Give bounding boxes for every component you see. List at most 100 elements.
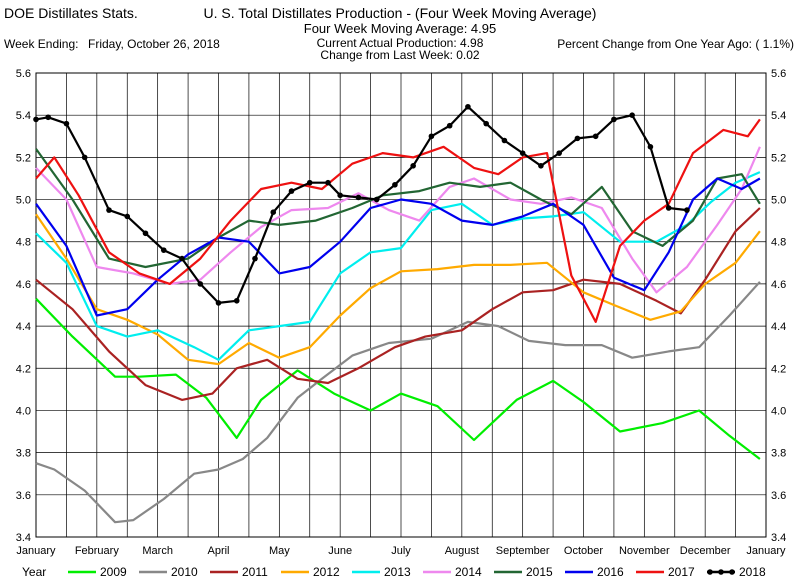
percent-change-readout: Percent Change from One Year Ago: ( 1.1%…: [557, 37, 794, 51]
y-tick-label-left: 4.6: [16, 279, 31, 291]
data-point-2018: [611, 116, 617, 123]
data-point-2018: [446, 122, 453, 129]
chart-title: U. S. Total Distillates Production - (Fo…: [203, 5, 597, 21]
data-point-2018: [45, 114, 51, 121]
data-point-2018: [325, 179, 331, 186]
x-tick-label: October: [564, 545, 603, 557]
series-line-2017: [35, 118, 761, 323]
data-point-2018: [63, 120, 70, 127]
y-tick-label-right: 5.2: [771, 152, 786, 164]
series-lines: [33, 103, 761, 524]
legend-item-2014: 2014: [455, 565, 482, 579]
legend-item-2009: 2009: [100, 565, 127, 579]
series-line-2011: [35, 207, 761, 401]
weekly-change-readout: Change from Last Week: 0.02: [320, 48, 480, 62]
data-point-2018: [270, 209, 277, 215]
y-tick-label-left: 4.0: [16, 405, 31, 417]
x-tick-label: December: [680, 545, 731, 557]
data-point-2018: [215, 300, 222, 306]
y-tick-label-left: 5.0: [16, 195, 31, 207]
data-point-2018: [556, 150, 562, 156]
data-point-2018: [81, 154, 88, 161]
y-tick-label-right: 3.6: [771, 490, 786, 502]
legend-item-2015: 2015: [526, 565, 553, 579]
week-ending-label: Week Ending:: [4, 37, 79, 51]
x-tick-label: April: [207, 545, 229, 557]
data-point-2018: [233, 297, 240, 304]
data-point-2018: [465, 103, 471, 110]
data-point-2018: [373, 196, 380, 203]
data-point-2018: [519, 150, 526, 156]
y-tick-label-right: 4.6: [771, 279, 786, 291]
y-tick-label-right: 4.2: [771, 363, 786, 375]
y-tick-label-right: 4.0: [771, 405, 786, 417]
data-point-2018: [355, 194, 362, 201]
y-tick-label-left: 5.6: [16, 68, 31, 80]
x-tick-label: May: [269, 545, 290, 557]
data-point-2018: [428, 133, 435, 140]
x-tick-label: September: [496, 545, 550, 557]
data-point-2018: [684, 207, 690, 213]
y-tick-label-left: 5.2: [16, 152, 31, 164]
x-tick-label: February: [75, 545, 120, 557]
y-tick-label-left: 5.4: [16, 110, 31, 122]
data-point-2018: [538, 163, 544, 169]
axis-labels: 3.4 3.4 3.6 3.6 3.8 3.8 4.0 4.0 4.2 4.2 4.4 4.4 4.6 4…: [16, 68, 787, 557]
legend-item-2013: 2013: [384, 565, 411, 579]
data-point-2018: [142, 230, 149, 237]
y-tick-label-right: 5.4: [771, 110, 786, 122]
series-line-2014: [35, 146, 761, 294]
data-point-2018: [574, 135, 581, 142]
y-tick-label-left: 3.4: [16, 532, 31, 544]
y-tick-label-right: 5.6: [771, 68, 786, 80]
y-tick-label-right: 5.0: [771, 195, 786, 207]
series-line-2009: [35, 297, 761, 460]
series-line-2013: [35, 171, 761, 361]
series-line-2016: [35, 177, 761, 317]
legend-marker: [707, 569, 713, 575]
grid: [35, 72, 767, 538]
legend: Year 2009 2010 2011 2012 2013 2014 2015 2016 2017…: [22, 565, 766, 579]
x-tick-label: August: [445, 545, 479, 557]
data-point-2018: [592, 133, 599, 140]
legend-item-2010: 2010: [171, 565, 198, 579]
y-tick-label-left: 4.2: [16, 363, 31, 375]
data-point-2018: [106, 207, 112, 213]
data-point-2018: [392, 181, 398, 188]
week-ending-value: Friday, October 26, 2018: [88, 37, 220, 51]
x-tick-label: January: [746, 545, 786, 557]
y-tick-label-left: 4.4: [16, 321, 31, 333]
legend-marker: [729, 569, 735, 575]
y-tick-label-right: 4.4: [771, 321, 786, 333]
data-point-2018: [665, 205, 672, 211]
data-point-2018: [197, 281, 204, 287]
data-point-2018: [501, 137, 508, 144]
y-tick-label-right: 3.8: [771, 448, 786, 460]
data-point-2018: [410, 163, 416, 169]
current-production-readout: Current Actual Production: 4.98: [316, 36, 484, 50]
data-point-2018: [483, 120, 489, 127]
data-point-2018: [337, 192, 343, 199]
moving-average-readout: Four Week Moving Average: 4.95: [303, 21, 497, 36]
x-tick-label: January: [16, 545, 56, 557]
legend-item-2018: 2018: [739, 565, 766, 579]
series-line-2010: [35, 281, 761, 524]
y-tick-label-right: 3.4: [771, 532, 786, 544]
data-point-2018: [124, 213, 131, 220]
legend-item-2017: 2017: [668, 565, 695, 579]
data-point-2018: [179, 255, 185, 262]
legend-label: Year: [22, 565, 46, 579]
y-tick-label-left: 4.8: [16, 237, 31, 249]
legend-item-2011: 2011: [242, 565, 268, 579]
data-point-2018: [288, 188, 295, 194]
data-point-2018: [647, 144, 654, 150]
y-tick-label-right: 4.8: [771, 237, 786, 249]
data-point-2018: [252, 255, 258, 262]
data-point-2018: [160, 247, 167, 253]
legend-item-2012: 2012: [313, 565, 340, 579]
data-point-2018: [629, 112, 635, 118]
x-tick-label: June: [328, 545, 352, 557]
app-title: DOE Distillates Stats.: [4, 5, 138, 21]
